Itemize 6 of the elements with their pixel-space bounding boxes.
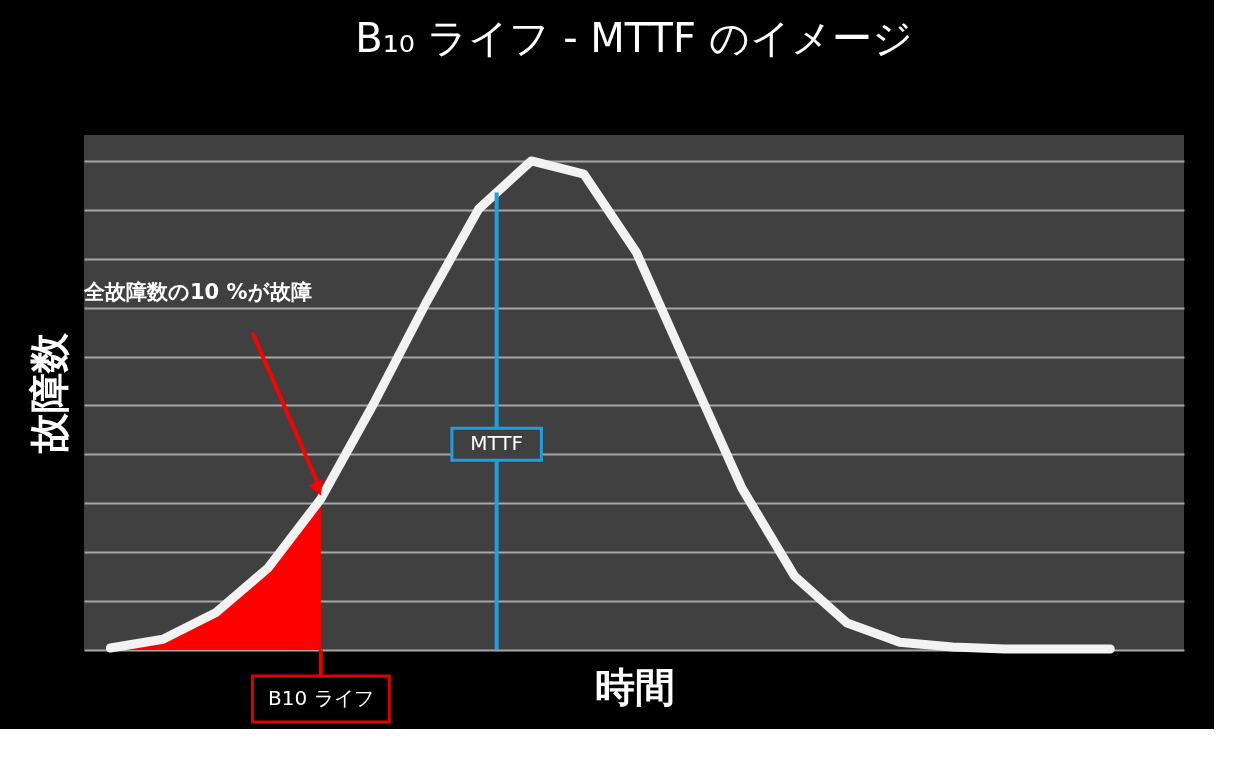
text: B10 ライフ [268, 686, 374, 710]
y-axis-title: 故障数 [25, 332, 72, 454]
chart-title: B₁₀ ライフ - MTTF のイメージ [355, 15, 913, 61]
annotation: 全故障数の10 %が故障 [83, 280, 312, 305]
x-axis-title: 時間 [594, 663, 675, 710]
annotation: MTTF [470, 431, 524, 456]
